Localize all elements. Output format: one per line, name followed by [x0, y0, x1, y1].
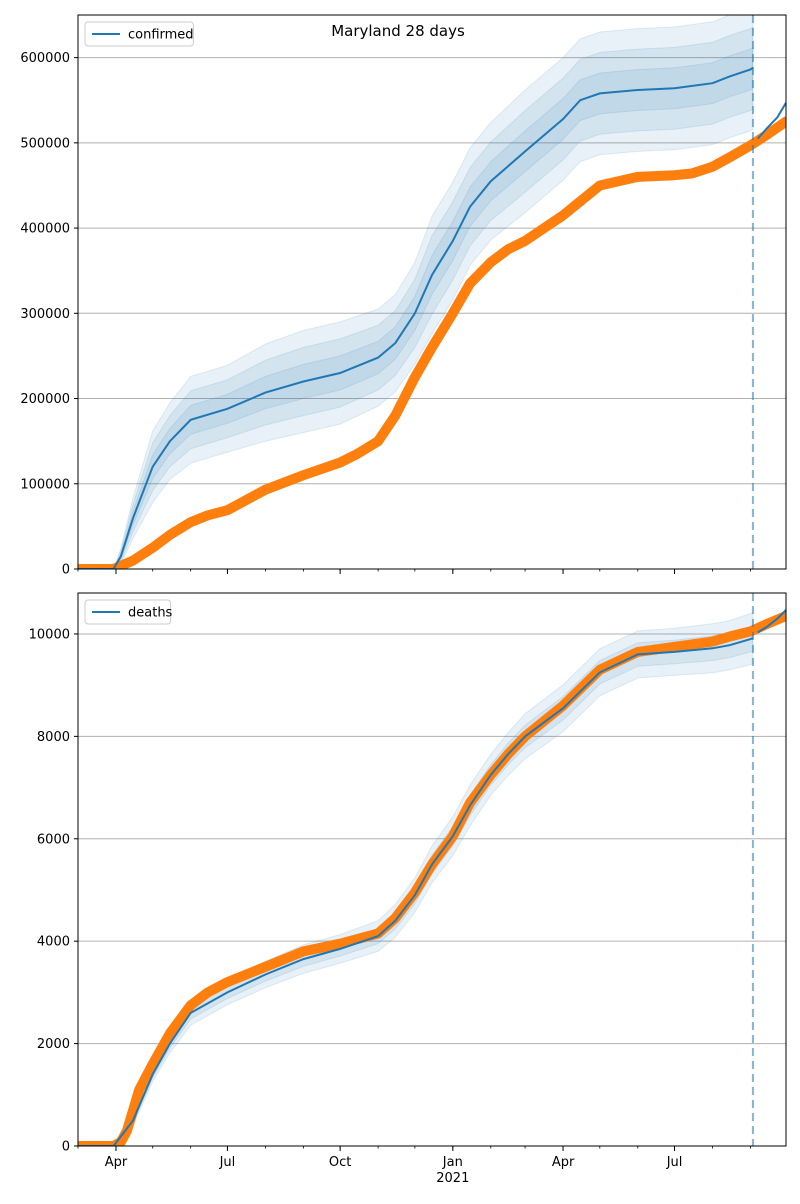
y-tick-label: 100000 — [20, 477, 70, 492]
y-tick-label: 300000 — [20, 307, 70, 322]
y-tick-label: 400000 — [20, 222, 70, 237]
x-tick-label: Apr — [552, 1155, 575, 1170]
y-tick-label: 10000 — [29, 627, 70, 642]
uncertainty-band — [78, 611, 754, 1146]
y-tick-label: 8000 — [37, 730, 70, 745]
chart-panel-deaths: 0 2000 4000 6000 8000 10000 Apr Jul Oct Jan Apr Jul… — [29, 592, 787, 1186]
y-tick-label: 4000 — [37, 935, 70, 950]
y-tick-label: 500000 — [20, 136, 70, 151]
observed-line — [78, 611, 786, 1146]
model-median-line — [78, 66, 754, 569]
y-tick-label: 6000 — [37, 832, 70, 847]
x-tick-label: Apr — [105, 1155, 128, 1170]
plot-area — [78, 609, 786, 1146]
plot-area — [78, 15, 786, 569]
legend-box — [84, 599, 172, 625]
legend: deaths — [84, 599, 173, 625]
x-tick-label: Jul — [666, 1155, 683, 1170]
legend-label: deaths — [128, 606, 173, 621]
y-tick-label: 2000 — [37, 1037, 70, 1052]
legend-box — [84, 21, 194, 47]
y-tick-label: 600000 — [20, 51, 70, 66]
x-tick-label: Jan — [442, 1155, 463, 1170]
legend: confirmed — [84, 21, 194, 47]
x-tick-label: Jul — [219, 1155, 236, 1170]
y-tick-label: 200000 — [20, 392, 70, 407]
axes-frame — [77, 14, 787, 570]
model-median-line — [78, 637, 754, 1146]
x-tick-sublabel: 2021 — [436, 1171, 469, 1186]
chart-panel-confirmed: 0 100000 200000 300000 400000 500000 600000 con… — [20, 14, 787, 578]
y-tick-label: 0 — [62, 1140, 70, 1155]
chart-title: Maryland 28 days — [331, 22, 465, 40]
axes-frame — [77, 592, 787, 1147]
x-tick-label: Oct — [329, 1155, 351, 1170]
model-forecast-line — [757, 609, 786, 634]
observed-line — [78, 116, 786, 569]
model-forecast-line — [757, 102, 786, 140]
legend-label: confirmed — [128, 28, 194, 43]
y-tick-label: 0 — [62, 563, 70, 578]
